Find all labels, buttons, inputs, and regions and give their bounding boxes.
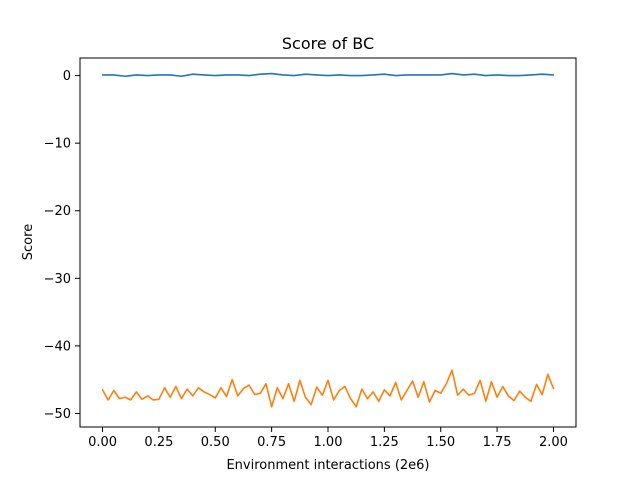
x-tick-label: 1.00 (314, 435, 343, 450)
x-tick-label: 0.75 (257, 435, 286, 450)
y-tick-label: 0 (63, 69, 71, 84)
y-tick-label: −10 (44, 137, 71, 152)
x-tick-label: 0.00 (88, 435, 117, 450)
y-tick-label: −50 (44, 407, 71, 422)
y-axis-ticks: 0 −10 −20 −30 −40 −50 (44, 69, 80, 422)
x-tick-label: 0.50 (201, 435, 230, 450)
x-tick-label: 1.50 (426, 435, 455, 450)
x-tick-label: 1.25 (370, 435, 399, 450)
x-tick-label: 0.25 (144, 435, 173, 450)
series-layer (101, 72, 555, 408)
y-tick-label: −30 (44, 272, 71, 287)
chart-title: Score of BC (282, 34, 374, 53)
x-axis-ticks: 0.00 0.25 0.50 0.75 1.00 1.25 1.50 1.75 2.00 (88, 427, 568, 450)
x-tick-label: 1.75 (483, 435, 512, 450)
series-line-1 (101, 72, 555, 78)
x-tick-label: 2.00 (539, 435, 568, 450)
x-axis-label: Environment interactions (2e6) (226, 458, 429, 473)
series-line-2 (101, 369, 555, 408)
y-axis-label: Score (21, 224, 36, 260)
y-tick-label: −40 (44, 339, 71, 354)
y-tick-label: −20 (44, 204, 71, 219)
